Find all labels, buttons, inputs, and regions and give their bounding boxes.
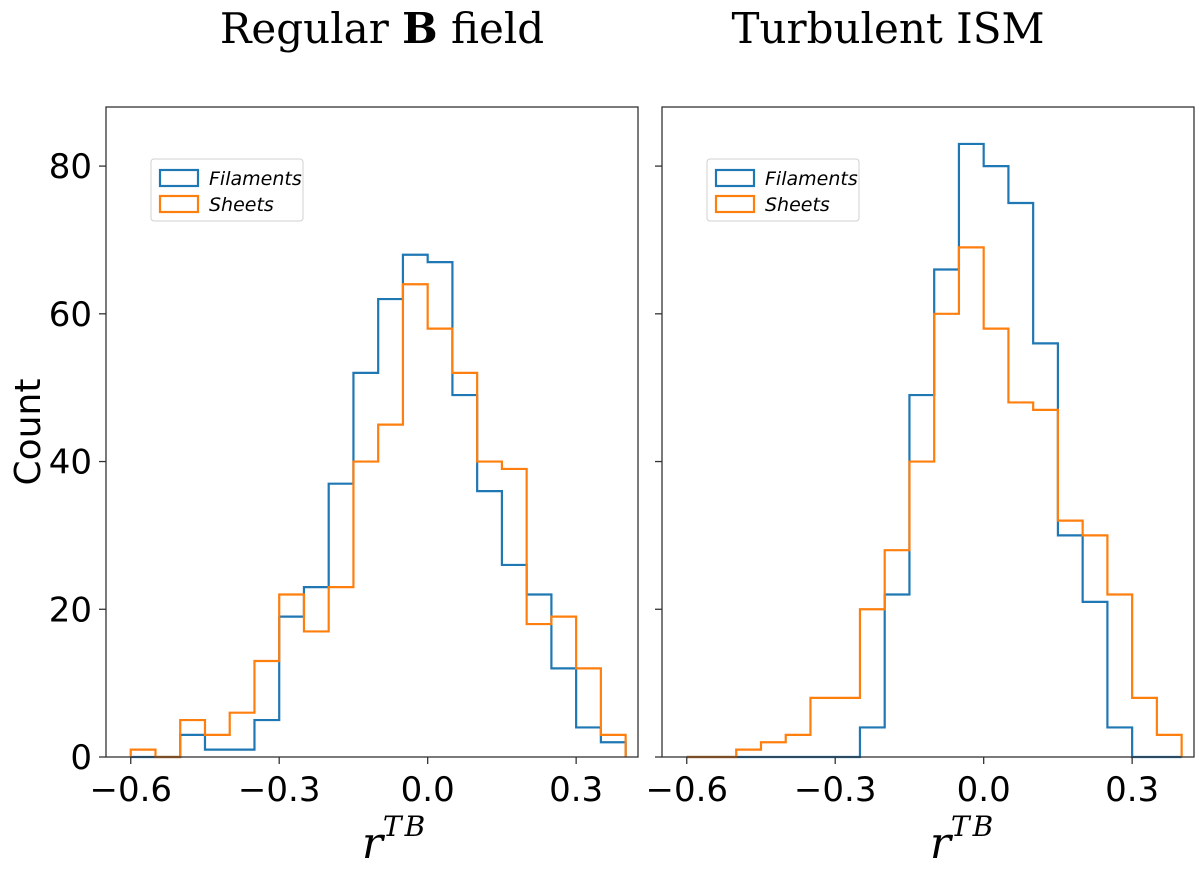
left-xtick-label: −0.3 (238, 770, 321, 810)
panel-left-xlabel: rTB (362, 810, 428, 869)
left-ytick-label: 60 (49, 295, 92, 335)
right-xtick-label: −0.3 (794, 770, 877, 810)
panel-left-title-suffix: field (451, 4, 544, 53)
panel-right-title: Turbulent ISM (731, 4, 1044, 53)
right-xtick-label: −0.6 (645, 770, 728, 810)
panel-left-title-bold: B (402, 4, 438, 53)
panel-left: −0.6 −0.3 0.0 0.3 0 20 40 60 80 Filaments Sheets (49, 106, 639, 810)
left-hist-sheets (129, 283, 627, 759)
left-xtick-label: 0.3 (549, 770, 603, 810)
left-legend (150, 158, 304, 222)
left-ytick-label: 20 (49, 590, 92, 630)
panel-left-title: Regular B field (220, 4, 544, 53)
right-legend-swatch-filaments (714, 168, 756, 188)
right-legend (706, 158, 860, 222)
left-ytick-label: 40 (49, 443, 92, 483)
left-hist-filaments (130, 253, 627, 759)
left-legend-swatch-sheets (158, 194, 200, 214)
left-legend-swatch-filaments (158, 168, 200, 188)
right-xtick-label: 0.3 (1105, 770, 1159, 810)
left-xtick-label: −0.6 (89, 770, 172, 810)
panel-right-xlabel: rTB (930, 810, 996, 869)
right-axes-frame (661, 106, 1195, 758)
left-legend-label-filaments: Filaments (209, 168, 302, 190)
left-ytick-label: 0 (70, 738, 92, 778)
left-xtick-label: 0.0 (401, 770, 455, 810)
right-hist-sheets (686, 246, 1183, 759)
panel-right: −0.6 −0.3 0.0 0.3 Filaments Sheets (645, 106, 1195, 810)
left-axes-frame (105, 106, 639, 758)
panel-left-title-text: Regular (220, 4, 390, 53)
panel-left-xlabel-sup: TB (383, 810, 428, 843)
right-legend-label-sheets: Sheets (765, 194, 830, 216)
y-axis-label: Count (8, 379, 49, 486)
panel-right-xlabel-sup: TB (951, 810, 996, 843)
panel-right-xlabel-base: r (930, 818, 954, 869)
left-ytick-label: 80 (49, 147, 92, 187)
right-legend-swatch-sheets (714, 194, 756, 214)
left-legend-label-sheets: Sheets (209, 194, 274, 216)
right-legend-label-filaments: Filaments (765, 168, 858, 190)
right-xtick-label: 0.0 (957, 770, 1011, 810)
panel-left-xlabel-base: r (362, 818, 386, 869)
